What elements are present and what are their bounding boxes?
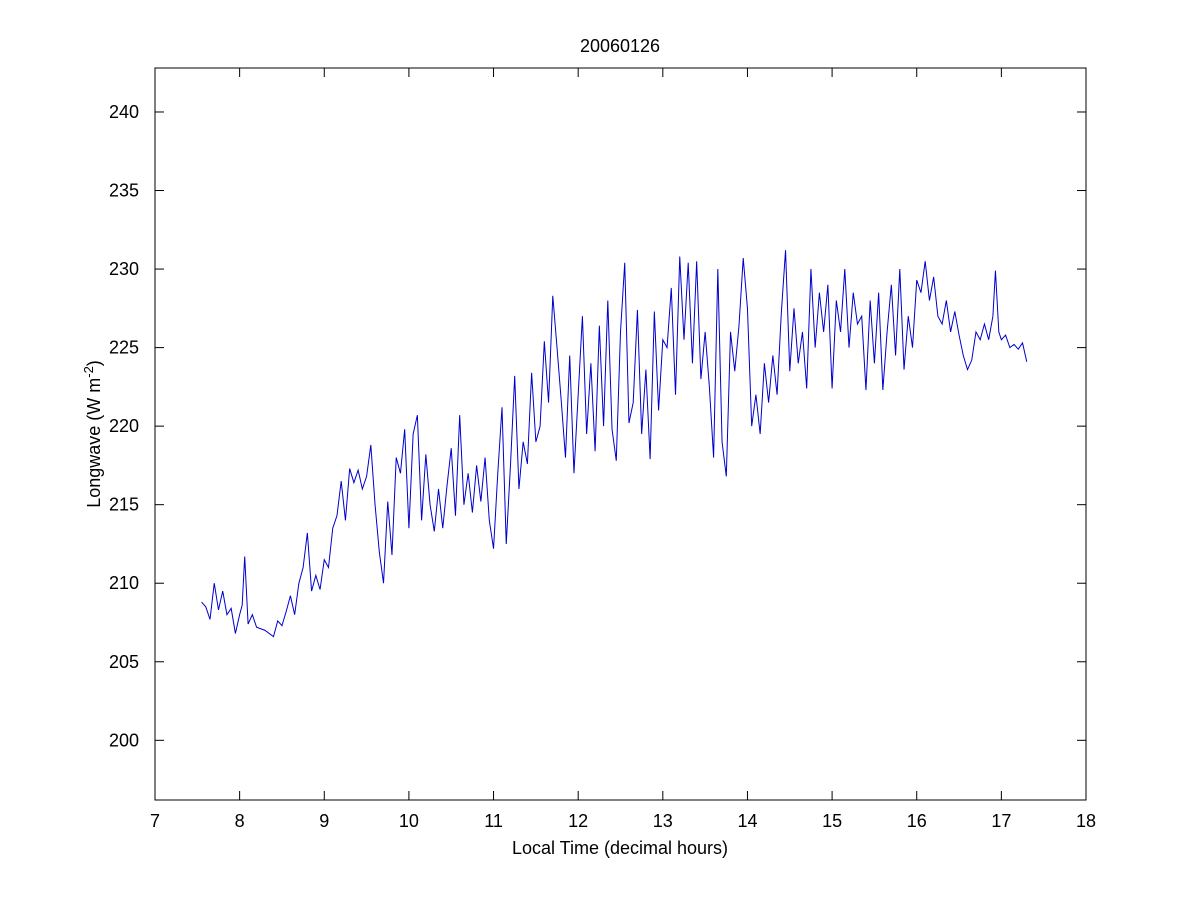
chart-title: 20060126 (580, 36, 660, 56)
x-tick-label: 16 (907, 811, 927, 831)
y-axis-label-superscript: -2 (81, 366, 96, 378)
y-axis-label: Longwave (W m-2) (81, 360, 104, 508)
x-tick-label: 14 (737, 811, 757, 831)
y-tick-label: 205 (109, 652, 139, 672)
x-tick-label: 15 (822, 811, 842, 831)
x-tick-label: 18 (1076, 811, 1096, 831)
y-tick-label: 200 (109, 730, 139, 750)
y-axis-label-suffix: ) (84, 360, 104, 366)
plot-area (154, 67, 1087, 801)
x-tick-label: 12 (568, 811, 588, 831)
x-tick-label: 13 (653, 811, 673, 831)
x-tick-label: 7 (150, 811, 160, 831)
y-tick-label: 240 (109, 102, 139, 122)
x-tick-label: 17 (991, 811, 1011, 831)
y-tick-label: 225 (109, 338, 139, 358)
x-tick-label: 8 (235, 811, 245, 831)
y-tick-label: 220 (109, 416, 139, 436)
y-tick-label: 235 (109, 181, 139, 201)
y-tick-label: 210 (109, 573, 139, 593)
y-tick-label: 215 (109, 495, 139, 515)
y-axis-label-text: Longwave (W m (84, 378, 104, 508)
x-tick-label: 10 (399, 811, 419, 831)
x-tick-label: 11 (484, 811, 503, 831)
y-tick-label: 230 (109, 259, 139, 279)
x-axis-label: Local Time (decimal hours) (512, 838, 728, 858)
x-tick-label: 9 (319, 811, 329, 831)
data-line (201, 250, 1028, 638)
